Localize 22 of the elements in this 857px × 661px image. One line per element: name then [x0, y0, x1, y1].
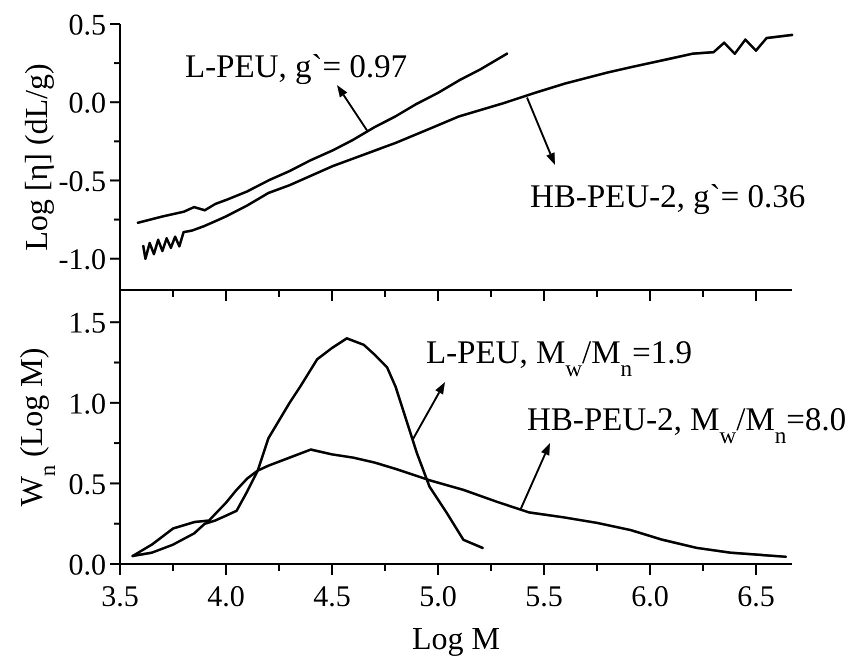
y-tick-label: 0.5: [68, 468, 106, 501]
x-tick-label: 6.5: [737, 580, 775, 613]
x-tick-label: 6.0: [631, 580, 669, 613]
x-tick-label: 4.0: [207, 580, 245, 613]
y-tick-label: 1.0: [68, 387, 106, 420]
x-tick-label: 3.5: [101, 580, 139, 613]
annotation: HB-PEU-2, g`= 0.36: [530, 179, 806, 215]
y-tick-label: 0.5: [68, 8, 106, 42]
y-tick-label: 0.0: [68, 548, 106, 582]
x-tick-label: 4.5: [313, 580, 351, 613]
annotation: HB-PEU-2, M$_{w}$/M$_{n}$=8.0: [527, 402, 846, 448]
x-axis-title: Log M: [412, 620, 500, 656]
x-tick-label: 5.5: [525, 580, 563, 613]
x-tick-label: 5.0: [419, 580, 457, 613]
line-series: [136, 52, 508, 224]
annotation: L-PEU, g`= 0.97: [185, 49, 408, 85]
y-axis-title: Log [η] (dL/g): [18, 63, 54, 251]
y-tick-label: -1.0: [58, 243, 106, 276]
annotation: L-PEU, M$_{w}$/M$_{n}$=1.9: [426, 335, 692, 381]
y-tick-label: 1.5: [68, 306, 106, 340]
y-tick-label: -0.5: [58, 164, 106, 198]
y-tick-label: 0.0: [68, 86, 106, 120]
